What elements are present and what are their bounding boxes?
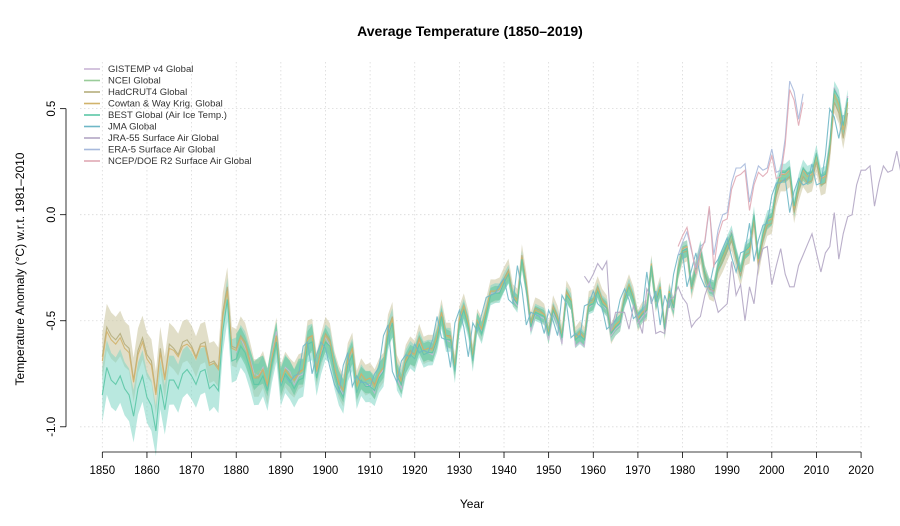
x-tick-label: 1950 — [536, 465, 562, 477]
x-tick-label: 1870 — [179, 465, 205, 477]
x-tick-label: 2010 — [804, 465, 830, 477]
legend-label: JMA Global — [108, 122, 157, 133]
band-ncei-global — [236, 89, 848, 403]
x-tick-label: 1880 — [223, 465, 249, 477]
x-tick-label: 1850 — [90, 465, 116, 477]
line-jra-55-surface-air-global — [583, 150, 900, 335]
legend-label: GISTEMP v4 Global — [108, 64, 193, 75]
legend-label: HadCRUT4 Global — [108, 87, 187, 98]
x-tick-label: 1890 — [268, 465, 294, 477]
x-tick-label: 2020 — [848, 465, 874, 477]
x-tick-label: 1920 — [402, 465, 428, 477]
x-tick-label: 2000 — [759, 465, 785, 477]
y-tick-label: -0.5 — [46, 311, 58, 331]
y-tick-label: -1.0 — [46, 417, 58, 437]
x-tick-label: 1910 — [357, 465, 383, 477]
y-axis-label: Temperature Anomaly (°C) w.r.t. 1981–201… — [13, 152, 27, 385]
x-tick-label: 1980 — [670, 465, 696, 477]
x-tick-label: 1860 — [134, 465, 160, 477]
line-ncep-doe-r2-surface-air-global — [677, 89, 804, 275]
line-best-global-air-ice-temp- — [101, 87, 849, 432]
legend-label: NCEP/DOE R2 Surface Air Global — [108, 156, 252, 167]
line-jma-global — [284, 106, 844, 395]
x-tick-label: 1930 — [447, 465, 473, 477]
legend-label: JRA-55 Surface Air Global — [108, 133, 219, 144]
x-tick-label: 1960 — [580, 465, 606, 477]
legend-label: Cowtan & Way Krig. Global — [108, 99, 223, 110]
chart-title: Average Temperature (1850–2019) — [357, 23, 583, 39]
legend-label: BEST Global (Air Ice Temp.) — [108, 110, 227, 121]
x-axis-label: Year — [460, 497, 484, 511]
x-tick-label: 1990 — [714, 465, 740, 477]
y-tick-label: 0.5 — [46, 101, 58, 117]
y-tick-label: 0.0 — [46, 207, 58, 223]
x-tick-label: 1970 — [625, 465, 651, 477]
series-lines — [101, 80, 900, 432]
legend-label: ERA-5 Surface Air Global — [108, 145, 215, 156]
axes: 1850 1860 1870 1880 1890 1900 1910 1920 1930 1940… — [46, 101, 874, 477]
x-tick-label: 1940 — [491, 465, 517, 477]
line-era-5-surface-air-global — [677, 80, 804, 268]
legend-label: NCEI Global — [108, 76, 161, 87]
x-tick-label: 1900 — [313, 465, 339, 477]
